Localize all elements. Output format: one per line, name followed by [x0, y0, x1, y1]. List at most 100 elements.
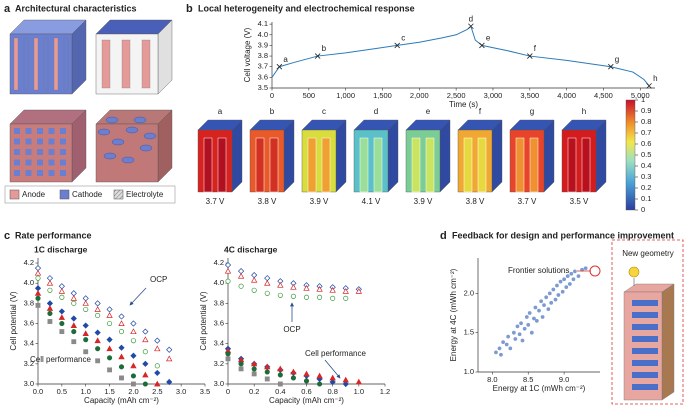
point [551, 287, 556, 292]
point [508, 346, 513, 351]
point [107, 320, 113, 327]
render-core [477, 137, 487, 193]
arch-blob [111, 138, 125, 146]
render-core [567, 137, 577, 193]
render-core [203, 137, 213, 193]
point [142, 349, 148, 355]
point [107, 355, 113, 361]
render-front [301, 129, 337, 193]
render-side [439, 119, 451, 193]
render-label: f [479, 107, 482, 116]
arch-blob [105, 116, 119, 124]
point [251, 287, 257, 293]
point [539, 299, 544, 304]
panel-title: Rate performance [15, 230, 92, 240]
point [316, 372, 323, 379]
arch-blob [143, 132, 157, 140]
arch-cell [25, 128, 32, 134]
point [83, 349, 89, 355]
point [130, 362, 137, 369]
arch-cell [37, 170, 43, 176]
arch-blob [125, 126, 139, 134]
point [544, 295, 549, 300]
point [154, 380, 161, 387]
point [70, 315, 77, 322]
colorbar-tick-label: 1 [641, 95, 645, 104]
y-tick-label: 3.0 [24, 379, 34, 388]
marker [527, 53, 533, 59]
arch-cell [60, 170, 66, 176]
point [154, 345, 161, 352]
marker [314, 53, 321, 59]
arch-plate [101, 39, 111, 89]
marker [608, 63, 614, 70]
point [519, 321, 523, 326]
render-core [529, 137, 539, 193]
y-tick-label: 2.0 [464, 288, 474, 297]
colorbar [625, 99, 636, 211]
arch-cell [60, 149, 66, 155]
point [555, 283, 559, 288]
point [303, 370, 310, 377]
arch-cell [25, 159, 32, 166]
point [238, 361, 244, 367]
point [560, 289, 565, 294]
render-core [463, 137, 473, 193]
point [224, 261, 232, 269]
annotation: OCP [150, 275, 167, 284]
point [553, 297, 558, 302]
x-tick-label: 1.0 [80, 387, 90, 396]
marker-label: h [653, 74, 657, 83]
point [166, 378, 173, 386]
x-tick-label: 3.0 [176, 387, 186, 396]
marker-label: a [283, 55, 288, 64]
point [290, 283, 297, 290]
design-box [611, 239, 684, 405]
point [130, 320, 137, 327]
arch-cell [37, 149, 43, 155]
x-tick-label: 0 [270, 91, 274, 100]
render-label: h [582, 107, 586, 116]
arch-pillar [43, 37, 49, 91]
colorbar-tick-label: 0.7 [641, 128, 651, 137]
point [71, 329, 77, 335]
x-tick-label: 2,500 [447, 91, 466, 100]
y-tick-label: 3.6 [258, 72, 268, 81]
y-tick-label: 1.5 [464, 328, 474, 337]
point [225, 278, 231, 284]
arch-cell [14, 138, 20, 145]
render-side [335, 119, 347, 193]
point [154, 363, 160, 369]
point [533, 305, 538, 310]
point [94, 337, 101, 344]
render-core [307, 137, 317, 193]
arch-pillar [33, 37, 39, 91]
render-side [595, 119, 607, 193]
x-axis-label: Time (s) [449, 100, 478, 109]
battery-front [623, 291, 663, 401]
point [329, 286, 336, 293]
point [106, 312, 113, 318]
point [317, 294, 323, 300]
render-front [405, 129, 441, 193]
x-tick-label: 0.0 [33, 387, 43, 396]
point [556, 293, 561, 297]
legend-swatch [113, 189, 124, 200]
y-tick-label: 3.8 [24, 298, 34, 307]
x-axis-label: Capacity (mAh cm⁻²) [84, 396, 159, 405]
annotation: Frontier solutions [508, 266, 569, 275]
annotation-arrow [129, 287, 147, 306]
y-tick-label: 3.4 [24, 339, 34, 348]
point [571, 277, 576, 282]
legend-label: Electrolyte [126, 190, 164, 199]
point [277, 365, 284, 372]
line [271, 25, 650, 87]
point [527, 311, 532, 315]
arch-pillars-front [9, 33, 73, 95]
arch-blob [139, 144, 153, 152]
x-tick-label: 2.5 [152, 387, 162, 396]
point [94, 329, 101, 336]
point [330, 295, 336, 301]
colorbar-tick-label: 0.3 [641, 172, 651, 181]
